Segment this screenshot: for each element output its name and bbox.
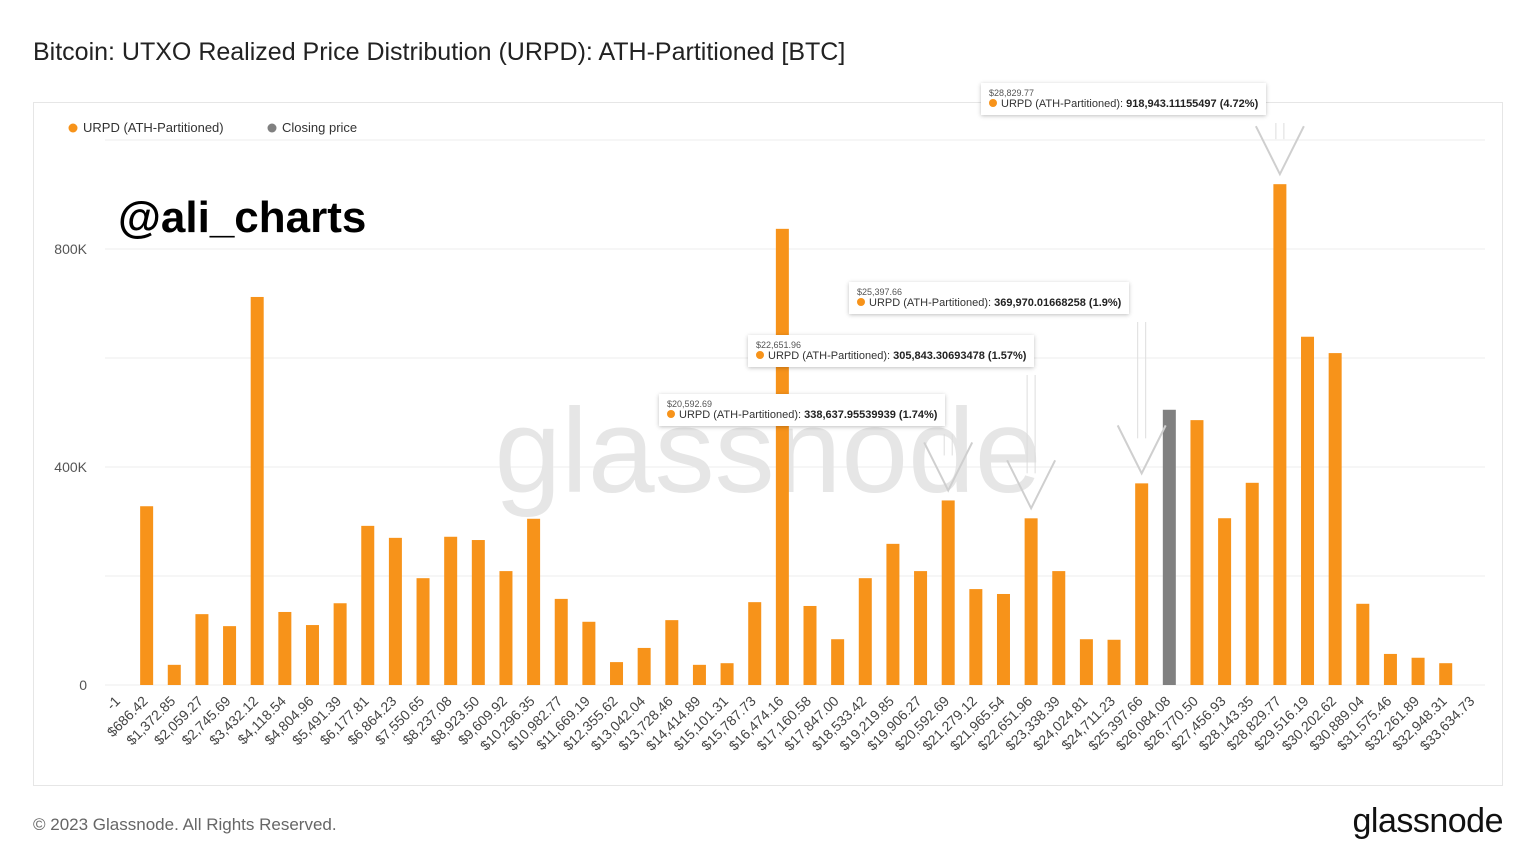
urpd-bar (941, 500, 955, 685)
urpd-bar (499, 571, 513, 685)
tooltip: $25,397.66 URPD (ATH-Partitioned): 369,97… (849, 282, 1130, 314)
urpd-bar (416, 578, 430, 685)
y-tick-label: 400K (54, 459, 87, 475)
urpd-bar (1079, 639, 1093, 685)
urpd-bar (140, 506, 154, 685)
urpd-bar (1273, 184, 1287, 685)
chart-frame (33, 102, 1503, 786)
tooltip: $22,651.96 URPD (ATH-Partitioned): 305,84… (748, 335, 1035, 367)
urpd-bar (1107, 639, 1121, 685)
urpd-bar (333, 603, 347, 685)
urpd-bar (831, 639, 845, 685)
tooltip-value: 918,943.11155497 (4.72%) (1126, 98, 1259, 110)
tooltip-date: $22,651.96 (756, 340, 802, 350)
x-tick-label: -1 (103, 693, 123, 713)
urpd-bar (527, 518, 541, 685)
legend-label: Closing price (282, 120, 357, 135)
watermark-handle: @ali_charts (118, 193, 367, 242)
urpd-bar (1245, 482, 1259, 685)
urpd-bar (554, 598, 568, 685)
urpd-bar (167, 664, 181, 685)
annotation-arrow (1006, 459, 1057, 511)
y-tick-label: 800K (54, 241, 87, 257)
legend-marker (68, 123, 78, 133)
annotation-arrow (923, 441, 974, 493)
urpd-bar (1052, 571, 1066, 685)
urpd-bar (914, 571, 928, 685)
urpd-bar (1411, 657, 1425, 685)
tooltip-label: URPD (ATH-Partitioned): (679, 409, 802, 421)
urpd-bar (1439, 663, 1453, 685)
y-tick-label: 0 (79, 677, 87, 693)
tooltip-value: 338,637.95539939 (1.74%) (804, 409, 938, 421)
tooltip-marker (857, 298, 865, 306)
legend-marker (267, 123, 277, 133)
urpd-bar (582, 621, 596, 685)
tooltip-date: $20,592.69 (667, 399, 713, 409)
urpd-bar (996, 593, 1010, 685)
urpd-bar (803, 605, 817, 685)
urpd-bar (665, 620, 679, 685)
tooltip-value: 369,970.01668258 (1.9%) (994, 297, 1122, 309)
urpd-bar (886, 543, 900, 685)
urpd-bar (720, 663, 734, 685)
urpd-bar (637, 647, 651, 685)
urpd-bar (1218, 518, 1232, 685)
urpd-bar (748, 602, 762, 685)
urpd-bar (250, 296, 264, 685)
tooltip-label: URPD (ATH-Partitioned): (1001, 98, 1124, 110)
urpd-bar (1301, 336, 1315, 685)
annotation-arrow (1254, 125, 1305, 177)
annotation-arrow (1116, 424, 1167, 476)
tooltip-label: URPD (ATH-Partitioned): (768, 350, 891, 362)
closing-price-bar (1162, 409, 1176, 685)
chart-title: Bitcoin: UTXO Realized Price Distributio… (33, 38, 846, 66)
legend-label: URPD (ATH-Partitioned) (83, 120, 224, 135)
urpd-bar (361, 525, 375, 685)
urpd-bar (692, 664, 706, 685)
urpd-bar (278, 611, 292, 685)
brand-logo: glassnode (1352, 802, 1503, 840)
urpd-bar (1190, 420, 1204, 685)
urpd-bar (858, 578, 872, 685)
urpd-bar (305, 625, 319, 685)
tooltip-label: URPD (ATH-Partitioned): (869, 297, 992, 309)
urpd-bar (388, 537, 402, 685)
tooltip-marker (989, 99, 997, 107)
tooltip-date: $28,829.77 (989, 88, 1035, 98)
urpd-bar (195, 614, 209, 685)
urpd-bar (1135, 483, 1149, 685)
urpd-bar (444, 536, 458, 685)
urpd-bar (1024, 518, 1038, 685)
urpd-bar (1328, 353, 1342, 685)
urpd-bar (471, 540, 485, 685)
copyright: © 2023 Glassnode. All Rights Reserved. (33, 815, 337, 834)
urpd-bar (969, 589, 983, 685)
urpd-bar (1356, 603, 1370, 685)
tooltip-date: $25,397.66 (857, 287, 903, 297)
urpd-bar (223, 626, 237, 685)
tooltip: $20,592.69 URPD (ATH-Partitioned): 338,63… (659, 394, 946, 426)
urpd-bar (1383, 653, 1397, 685)
urpd-bar (610, 662, 624, 685)
urpd-bar (775, 228, 789, 685)
tooltip-marker (667, 410, 675, 418)
tooltip-marker (756, 351, 764, 359)
tooltip-value: 305,843.30693478 (1.57%) (893, 350, 1027, 362)
tooltip: $28,829.77 URPD (ATH-Partitioned): 918,94… (981, 83, 1267, 115)
